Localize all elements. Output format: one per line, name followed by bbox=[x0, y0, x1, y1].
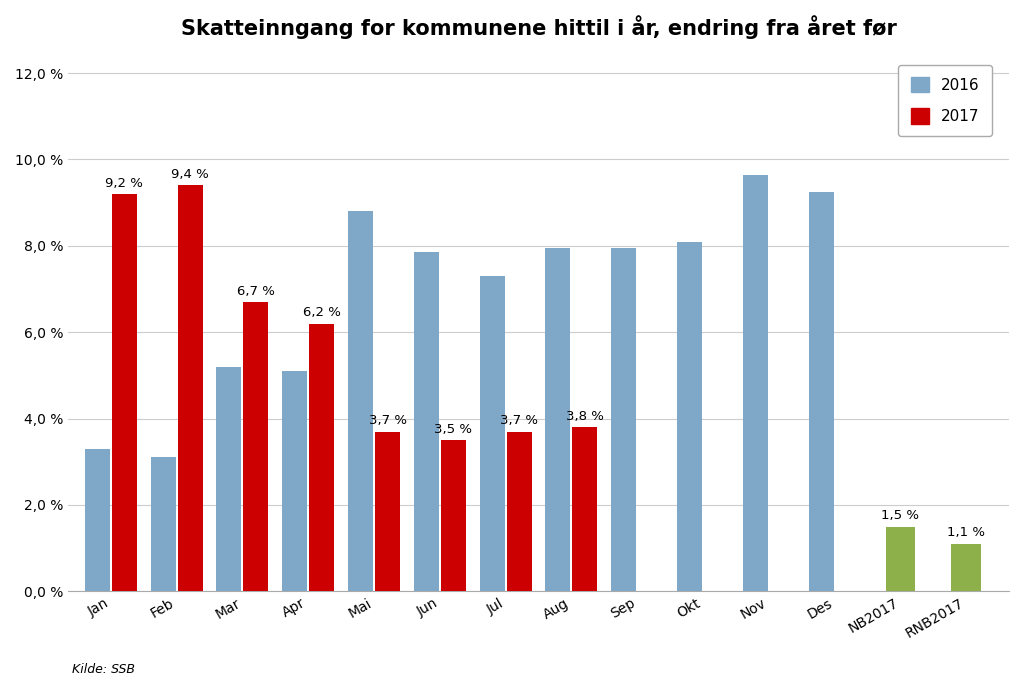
Bar bbox=[809, 192, 834, 591]
Bar bbox=[283, 371, 307, 591]
Bar bbox=[85, 449, 110, 591]
Bar bbox=[951, 544, 981, 591]
Bar bbox=[216, 367, 242, 591]
Bar bbox=[414, 252, 439, 591]
Title: Skatteinngang for kommunene hittil i år, endring fra året før: Skatteinngang for kommunene hittil i år,… bbox=[180, 15, 896, 39]
Text: Kilde: SSB: Kilde: SSB bbox=[72, 663, 135, 676]
Text: 1,1 %: 1,1 % bbox=[947, 527, 985, 540]
Bar bbox=[244, 302, 268, 591]
Bar bbox=[309, 324, 334, 591]
Bar bbox=[572, 428, 597, 591]
Bar bbox=[546, 248, 570, 591]
Bar bbox=[677, 242, 702, 591]
Bar bbox=[177, 185, 203, 591]
Bar bbox=[441, 440, 466, 591]
Text: 9,2 %: 9,2 % bbox=[105, 177, 143, 190]
Bar bbox=[611, 248, 636, 591]
Text: 6,7 %: 6,7 % bbox=[237, 285, 274, 298]
Bar bbox=[742, 175, 768, 591]
Text: 6,2 %: 6,2 % bbox=[303, 306, 341, 319]
Bar bbox=[507, 432, 531, 591]
Bar bbox=[151, 458, 176, 591]
Bar bbox=[886, 527, 915, 591]
Text: 3,7 %: 3,7 % bbox=[500, 414, 539, 428]
Bar bbox=[348, 211, 373, 591]
Text: 3,8 %: 3,8 % bbox=[566, 410, 604, 423]
Text: 3,5 %: 3,5 % bbox=[434, 423, 472, 436]
Bar bbox=[375, 432, 400, 591]
Legend: 2016, 2017: 2016, 2017 bbox=[898, 65, 992, 136]
Bar bbox=[112, 194, 137, 591]
Text: 1,5 %: 1,5 % bbox=[882, 510, 920, 522]
Bar bbox=[479, 276, 505, 591]
Text: 9,4 %: 9,4 % bbox=[171, 168, 209, 181]
Text: 3,7 %: 3,7 % bbox=[369, 414, 407, 428]
